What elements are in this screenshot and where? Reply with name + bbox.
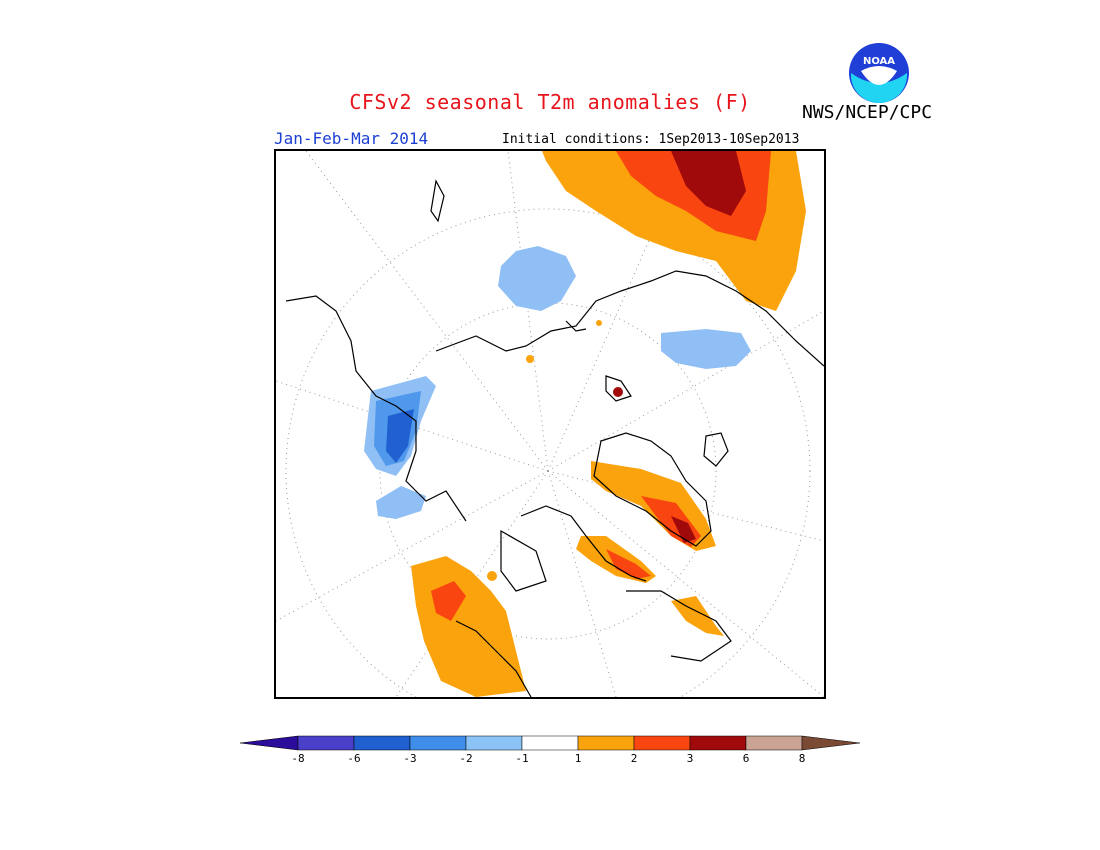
meridian xyxy=(547,310,824,472)
legend-arrow-low xyxy=(239,735,299,751)
meridian xyxy=(547,470,617,697)
warm-spot xyxy=(487,571,497,581)
cold-region-west-3 xyxy=(386,409,414,463)
noaa-logo: NOAA xyxy=(849,43,909,103)
graticule xyxy=(276,151,824,697)
meridian xyxy=(305,151,549,472)
chart-title: CFSv2 seasonal T2m anomalies (F) xyxy=(349,90,751,114)
polar-map xyxy=(274,149,826,699)
legend-tick-label: 1 xyxy=(574,752,582,765)
legend-bin xyxy=(297,735,355,751)
meridian xyxy=(276,470,549,622)
legend-colorbar xyxy=(239,735,861,751)
legend-tick-label: 6 xyxy=(742,752,750,765)
legend-bin xyxy=(633,735,691,751)
warm-region-right-3 xyxy=(671,516,696,543)
warm-region-bottom-right xyxy=(671,596,724,636)
legend-bin xyxy=(745,735,803,751)
legend-tick-label: -2 xyxy=(459,752,473,765)
legend-tick-label: -1 xyxy=(515,752,529,765)
legend-tick-label: 8 xyxy=(798,752,806,765)
polar-map-canvas xyxy=(276,151,824,697)
legend-bin xyxy=(521,735,579,751)
legend-bins xyxy=(239,735,861,751)
warm-region-mid-2 xyxy=(606,549,651,579)
legend-tick-label: -6 xyxy=(347,752,361,765)
cold-region-northeast xyxy=(498,246,576,311)
legend-bin xyxy=(465,735,523,751)
warm-region-bottom-left-2 xyxy=(431,581,466,621)
warm-spot xyxy=(526,355,534,363)
cold-region-right xyxy=(661,329,751,369)
forecast-period: Jan-Feb-Mar 2014 xyxy=(274,129,429,148)
legend-tick-label: 2 xyxy=(630,752,638,765)
latitude-circle-inner xyxy=(379,302,717,640)
warm-region-top-3 xyxy=(671,151,746,216)
legend-bin xyxy=(689,735,747,751)
warm-region-bottom-left xyxy=(411,556,526,697)
agency-label: NWS/NCEP/CPC xyxy=(802,102,933,123)
meridian xyxy=(395,470,549,697)
legend-bin xyxy=(409,735,467,751)
legend-arrow-high xyxy=(801,735,861,751)
legend-bin xyxy=(577,735,635,751)
latitude-circle-outer xyxy=(285,208,811,697)
cold-region-small xyxy=(376,486,426,519)
meridian xyxy=(507,151,549,472)
warm-spot xyxy=(613,387,623,397)
legend-tick-label: -3 xyxy=(403,752,417,765)
warm-spot xyxy=(596,320,602,326)
initial-conditions: Initial conditions: 1Sep2013-10Sep2013 xyxy=(502,132,800,147)
legend-bin xyxy=(353,735,411,751)
coastlines xyxy=(285,179,824,697)
legend-tick-label: 3 xyxy=(686,752,694,765)
logo-text: NOAA xyxy=(863,56,895,67)
legend-tick-label: -8 xyxy=(291,752,305,765)
